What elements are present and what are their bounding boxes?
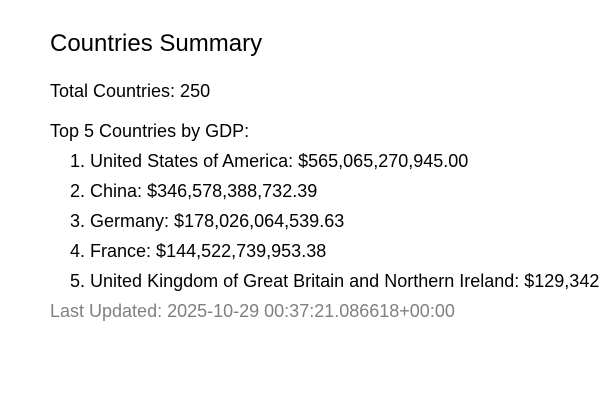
list-item: 4. France: $144,522,739,953.38 (50, 240, 600, 262)
list-item-rank: 2. (70, 181, 86, 201)
list-item-text: France: $144,522,739,953.38 (90, 241, 327, 261)
list-item: 2. China: $346,578,388,732.39 (50, 180, 600, 202)
list-item: 3. Germany: $178,026,064,539.63 (50, 210, 600, 232)
list-item: 1. United States of America: $565,065,27… (50, 150, 600, 172)
page-title: Countries Summary (50, 30, 263, 57)
list-item: 5. United Kingdom of Great Britain and N… (50, 270, 600, 292)
list-item-rank: 1. (70, 151, 86, 171)
list-item-text: China: $346,578,388,732.39 (90, 181, 318, 201)
list-item-rank: 4. (70, 241, 86, 261)
list-item-text: United Kingdom of Great Britain and Nort… (90, 271, 600, 291)
list-item-text: Germany: $178,026,064,539.63 (90, 211, 345, 231)
summary-container: Countries Summary Total Countries: 250 T… (50, 30, 600, 322)
list-item-rank: 5. (70, 271, 86, 291)
last-updated: Last Updated: 2025-10-29 00:37:21.086618… (50, 301, 455, 321)
list-item-rank: 3. (70, 211, 86, 231)
total-countries: Total Countries: 250 (50, 81, 211, 101)
list-item-text: United States of America: $565,065,270,9… (90, 151, 469, 171)
top-countries-heading: Top 5 Countries by GDP: (50, 121, 250, 141)
top-countries-list: 1. United States of America: $565,065,27… (50, 150, 600, 292)
